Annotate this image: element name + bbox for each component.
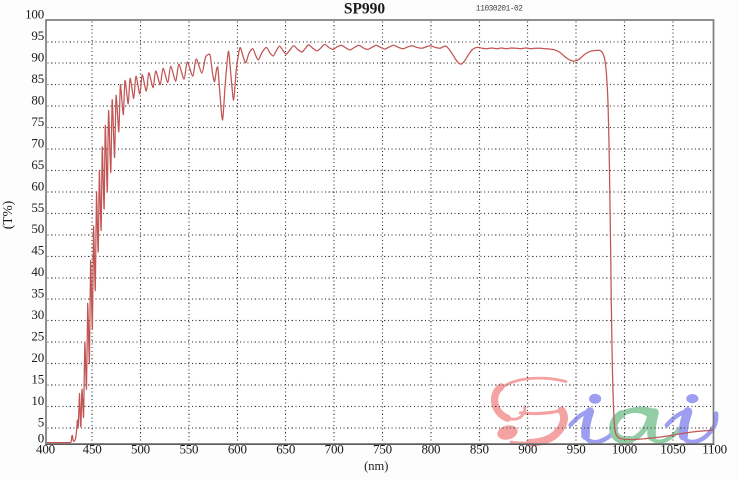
svg-text:1000: 1000: [612, 442, 637, 457]
svg-text:750: 750: [373, 442, 392, 457]
svg-text:600: 600: [228, 442, 247, 457]
svg-text:10: 10: [31, 393, 44, 408]
svg-text:650: 650: [276, 442, 295, 457]
svg-text:1100: 1100: [702, 442, 727, 457]
svg-text:60: 60: [31, 178, 44, 193]
svg-text:400: 400: [36, 442, 55, 457]
svg-text:15: 15: [31, 371, 44, 386]
svg-text:20: 20: [31, 350, 44, 365]
svg-text:550: 550: [179, 442, 198, 457]
svg-text:1050: 1050: [660, 442, 685, 457]
svg-text:40: 40: [31, 264, 44, 279]
svg-text:500: 500: [131, 442, 150, 457]
svg-text:95: 95: [31, 28, 44, 43]
svg-text:35: 35: [31, 286, 44, 301]
svg-text:100: 100: [25, 6, 44, 21]
svg-text:80: 80: [31, 93, 44, 108]
svg-text:85: 85: [31, 71, 44, 86]
svg-text:900: 900: [518, 442, 537, 457]
svg-text:11030201-02: 11030201-02: [476, 6, 523, 14]
svg-text:50: 50: [31, 221, 44, 236]
svg-text:25: 25: [31, 329, 44, 344]
svg-text:70: 70: [31, 136, 44, 151]
svg-text:75: 75: [31, 114, 44, 129]
svg-text:850: 850: [470, 442, 489, 457]
svg-text:5: 5: [38, 414, 44, 429]
svg-text:800: 800: [421, 442, 440, 457]
svg-text:45: 45: [31, 243, 44, 258]
svg-text:(nm): (nm): [364, 459, 388, 473]
svg-text:700: 700: [325, 442, 344, 457]
svg-text:65: 65: [31, 157, 44, 172]
svg-text:SP990: SP990: [344, 1, 386, 18]
svg-text:90: 90: [31, 50, 44, 65]
svg-text:55: 55: [31, 200, 44, 215]
svg-text:30: 30: [31, 307, 44, 322]
svg-text:950: 950: [567, 442, 586, 457]
svg-text:450: 450: [83, 442, 102, 457]
svg-text:(T%): (T%): [0, 201, 15, 229]
svg-text:0: 0: [38, 430, 44, 445]
